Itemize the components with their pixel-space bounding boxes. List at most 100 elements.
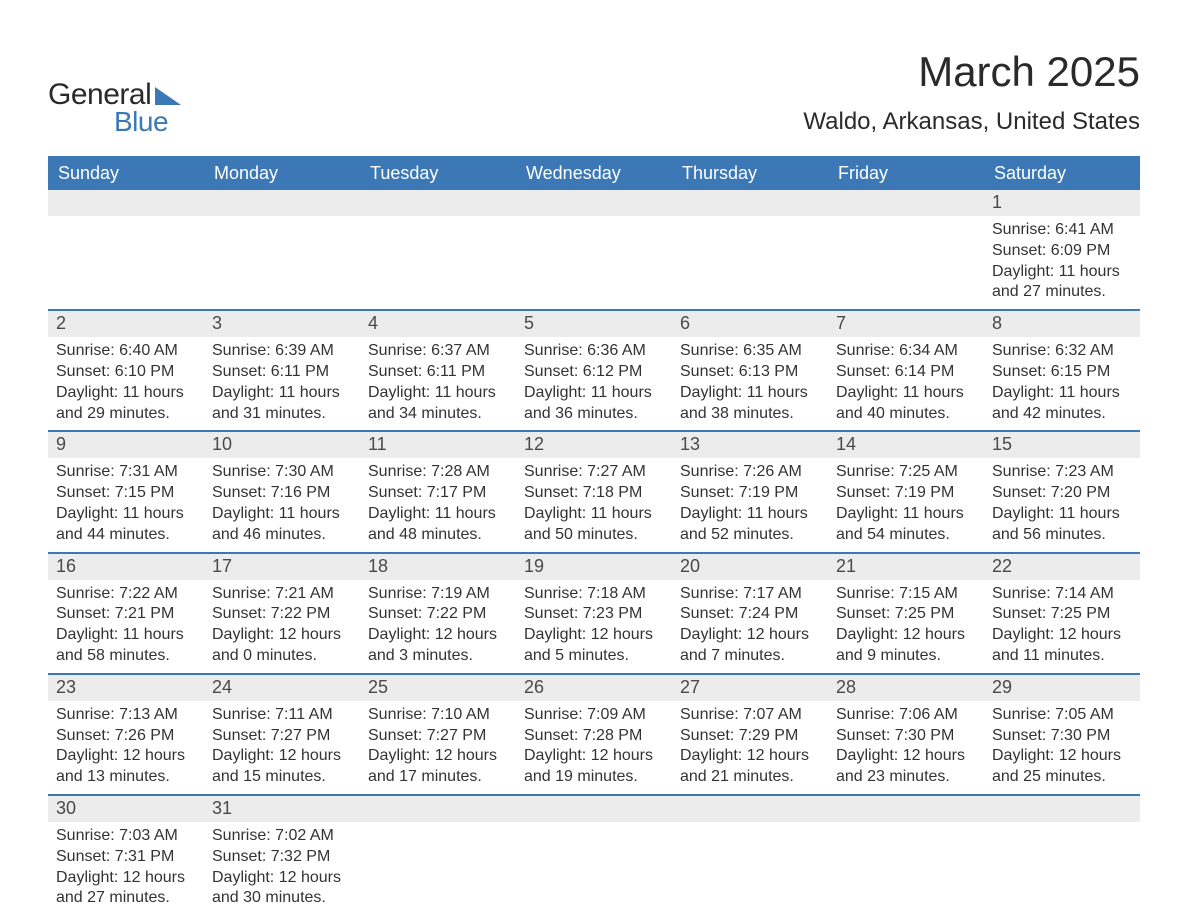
- day-number: 12: [516, 432, 672, 458]
- daylight-line: Daylight: 12 hours and 15 minutes.: [212, 746, 352, 788]
- sunrise-line: Sunrise: 6:41 AM: [992, 220, 1132, 241]
- sunset-line: Sunset: 7:18 PM: [524, 483, 664, 504]
- calendar-table: SundayMondayTuesdayWednesdayThursdayFrid…: [48, 156, 1140, 915]
- sunset-line: Sunset: 7:21 PM: [56, 604, 196, 625]
- day-number-empty: [48, 190, 204, 216]
- calendar-cell: 29Sunrise: 7:05 AMSunset: 7:30 PMDayligh…: [984, 674, 1140, 795]
- calendar-cell: [828, 795, 984, 915]
- sunset-line: Sunset: 7:28 PM: [524, 726, 664, 747]
- calendar-cell: 3Sunrise: 6:39 AMSunset: 6:11 PMDaylight…: [204, 310, 360, 431]
- calendar-header-row: SundayMondayTuesdayWednesdayThursdayFrid…: [48, 156, 1140, 190]
- calendar-cell: 4Sunrise: 6:37 AMSunset: 6:11 PMDaylight…: [360, 310, 516, 431]
- day-number: 2: [48, 311, 204, 337]
- day-number: 23: [48, 675, 204, 701]
- day-number-empty: [828, 796, 984, 822]
- daylight-line: Daylight: 11 hours and 42 minutes.: [992, 383, 1132, 425]
- sunset-line: Sunset: 7:24 PM: [680, 604, 820, 625]
- day-body: Sunrise: 7:21 AMSunset: 7:22 PMDaylight:…: [204, 580, 360, 673]
- calendar-cell: 24Sunrise: 7:11 AMSunset: 7:27 PMDayligh…: [204, 674, 360, 795]
- day-body-empty: [48, 216, 204, 288]
- calendar-cell: 25Sunrise: 7:10 AMSunset: 7:27 PMDayligh…: [360, 674, 516, 795]
- sunset-line: Sunset: 7:19 PM: [836, 483, 976, 504]
- day-number: 3: [204, 311, 360, 337]
- sunrise-line: Sunrise: 7:28 AM: [368, 462, 508, 483]
- calendar-cell: 10Sunrise: 7:30 AMSunset: 7:16 PMDayligh…: [204, 431, 360, 552]
- day-header-sunday: Sunday: [48, 156, 204, 190]
- day-number-empty: [828, 190, 984, 216]
- daylight-line: Daylight: 11 hours and 48 minutes.: [368, 504, 508, 546]
- sunset-line: Sunset: 7:25 PM: [992, 604, 1132, 625]
- day-number: 28: [828, 675, 984, 701]
- day-number-empty: [672, 190, 828, 216]
- calendar-cell: 15Sunrise: 7:23 AMSunset: 7:20 PMDayligh…: [984, 431, 1140, 552]
- daylight-line: Daylight: 12 hours and 3 minutes.: [368, 625, 508, 667]
- day-number: 20: [672, 554, 828, 580]
- day-body: Sunrise: 7:22 AMSunset: 7:21 PMDaylight:…: [48, 580, 204, 673]
- sunset-line: Sunset: 7:15 PM: [56, 483, 196, 504]
- daylight-line: Daylight: 12 hours and 0 minutes.: [212, 625, 352, 667]
- day-body: Sunrise: 7:10 AMSunset: 7:27 PMDaylight:…: [360, 701, 516, 794]
- daylight-line: Daylight: 11 hours and 29 minutes.: [56, 383, 196, 425]
- calendar-cell: 9Sunrise: 7:31 AMSunset: 7:15 PMDaylight…: [48, 431, 204, 552]
- day-body: Sunrise: 6:40 AMSunset: 6:10 PMDaylight:…: [48, 337, 204, 430]
- sunset-line: Sunset: 7:22 PM: [368, 604, 508, 625]
- day-body: Sunrise: 7:30 AMSunset: 7:16 PMDaylight:…: [204, 458, 360, 551]
- calendar-cell: 12Sunrise: 7:27 AMSunset: 7:18 PMDayligh…: [516, 431, 672, 552]
- day-number: 15: [984, 432, 1140, 458]
- sunrise-line: Sunrise: 7:13 AM: [56, 705, 196, 726]
- calendar-cell: 21Sunrise: 7:15 AMSunset: 7:25 PMDayligh…: [828, 553, 984, 674]
- sunrise-line: Sunrise: 6:36 AM: [524, 341, 664, 362]
- sunset-line: Sunset: 7:16 PM: [212, 483, 352, 504]
- logo: General Blue: [48, 48, 183, 138]
- day-number: 22: [984, 554, 1140, 580]
- day-number: 14: [828, 432, 984, 458]
- day-number: 31: [204, 796, 360, 822]
- day-header-thursday: Thursday: [672, 156, 828, 190]
- sunrise-line: Sunrise: 7:09 AM: [524, 705, 664, 726]
- calendar-cell: 26Sunrise: 7:09 AMSunset: 7:28 PMDayligh…: [516, 674, 672, 795]
- day-body: Sunrise: 7:05 AMSunset: 7:30 PMDaylight:…: [984, 701, 1140, 794]
- location-subtitle: Waldo, Arkansas, United States: [803, 108, 1140, 136]
- day-body: Sunrise: 7:03 AMSunset: 7:31 PMDaylight:…: [48, 822, 204, 915]
- day-body: Sunrise: 7:11 AMSunset: 7:27 PMDaylight:…: [204, 701, 360, 794]
- sunset-line: Sunset: 6:14 PM: [836, 362, 976, 383]
- day-header-friday: Friday: [828, 156, 984, 190]
- calendar-cell: 30Sunrise: 7:03 AMSunset: 7:31 PMDayligh…: [48, 795, 204, 915]
- calendar-cell: 11Sunrise: 7:28 AMSunset: 7:17 PMDayligh…: [360, 431, 516, 552]
- daylight-line: Daylight: 11 hours and 54 minutes.: [836, 504, 976, 546]
- day-body-empty: [516, 822, 672, 894]
- calendar-cell: 14Sunrise: 7:25 AMSunset: 7:19 PMDayligh…: [828, 431, 984, 552]
- title-block: March 2025 Waldo, Arkansas, United State…: [803, 48, 1140, 136]
- calendar-cell: 17Sunrise: 7:21 AMSunset: 7:22 PMDayligh…: [204, 553, 360, 674]
- day-body: Sunrise: 7:27 AMSunset: 7:18 PMDaylight:…: [516, 458, 672, 551]
- sunrise-line: Sunrise: 7:17 AM: [680, 584, 820, 605]
- sunrise-line: Sunrise: 6:35 AM: [680, 341, 820, 362]
- day-number: 5: [516, 311, 672, 337]
- sunset-line: Sunset: 6:10 PM: [56, 362, 196, 383]
- sunset-line: Sunset: 7:25 PM: [836, 604, 976, 625]
- daylight-line: Daylight: 11 hours and 50 minutes.: [524, 504, 664, 546]
- day-number-empty: [516, 190, 672, 216]
- sunrise-line: Sunrise: 7:30 AM: [212, 462, 352, 483]
- calendar-cell: [672, 795, 828, 915]
- logo-text-blue: Blue: [114, 106, 183, 138]
- calendar-cell: [204, 190, 360, 310]
- day-body-empty: [672, 216, 828, 288]
- day-number-empty: [360, 190, 516, 216]
- day-body: Sunrise: 7:17 AMSunset: 7:24 PMDaylight:…: [672, 580, 828, 673]
- calendar-cell: [672, 190, 828, 310]
- calendar-cell: 1Sunrise: 6:41 AMSunset: 6:09 PMDaylight…: [984, 190, 1140, 310]
- day-header-tuesday: Tuesday: [360, 156, 516, 190]
- calendar-cell: [360, 190, 516, 310]
- sunrise-line: Sunrise: 7:31 AM: [56, 462, 196, 483]
- day-number: 26: [516, 675, 672, 701]
- sunset-line: Sunset: 7:17 PM: [368, 483, 508, 504]
- daylight-line: Daylight: 12 hours and 7 minutes.: [680, 625, 820, 667]
- day-number: 24: [204, 675, 360, 701]
- day-header-monday: Monday: [204, 156, 360, 190]
- day-body: Sunrise: 6:32 AMSunset: 6:15 PMDaylight:…: [984, 337, 1140, 430]
- sunrise-line: Sunrise: 7:03 AM: [56, 826, 196, 847]
- sunset-line: Sunset: 6:11 PM: [368, 362, 508, 383]
- day-body-empty: [360, 216, 516, 288]
- sunrise-line: Sunrise: 6:34 AM: [836, 341, 976, 362]
